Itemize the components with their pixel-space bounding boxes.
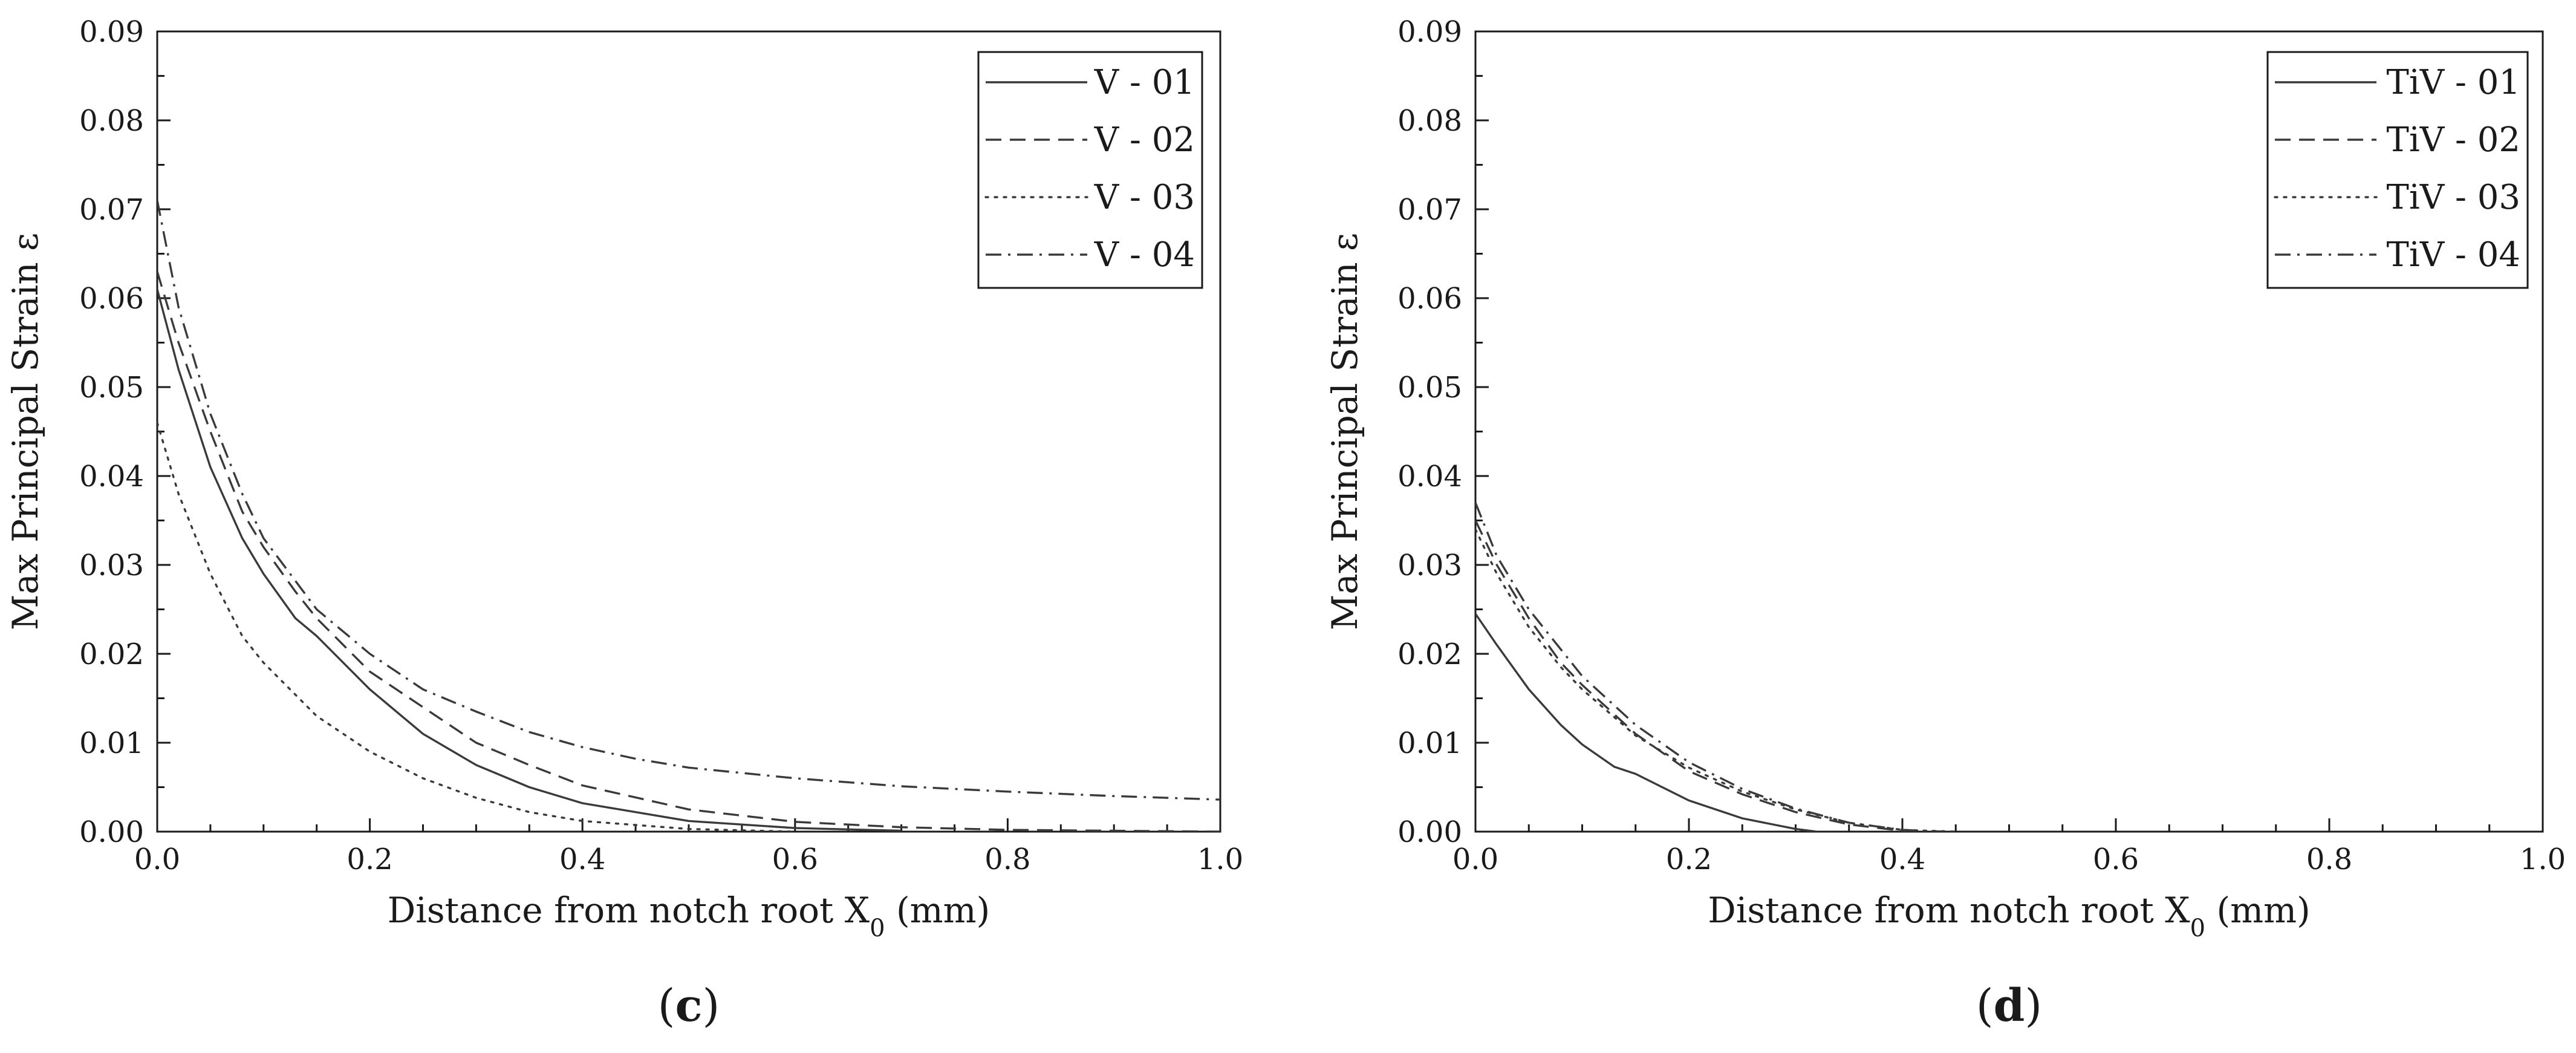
chart-panel-c: 0.0 0.2 0.4 0.6 0.8 1.0 0.00 0.01 0.02 0.03 0.04 0.…	[5, 15, 1243, 1032]
panel-label: (c)	[658, 980, 720, 1032]
y-tick-label: 0.07	[79, 193, 144, 227]
series-line-v-01	[157, 289, 902, 832]
x-axis-title-subscript: 0	[870, 914, 885, 942]
panel-label-letter: d	[1994, 980, 2025, 1032]
series-line-tiv-04	[1475, 502, 1945, 832]
legend: TiV - 01 TiV - 02 TiV - 03 TiV - 04	[2266, 51, 2529, 289]
x-tick-label: 0.8	[2306, 843, 2352, 876]
legend-label: TiV - 04	[2387, 235, 2520, 275]
x-tick-label: 0.6	[772, 843, 818, 876]
x-tick-label: 0.6	[2093, 843, 2139, 876]
legend-label: V - 01	[1094, 63, 1195, 102]
y-tick-label: 0.08	[79, 104, 144, 138]
x-axis-title: Distance from notch root X0 (mm)	[388, 890, 990, 942]
x-axis-title-unit: (mm)	[2205, 890, 2311, 931]
legend-box	[977, 51, 1203, 289]
series-line-tiv-01	[1475, 613, 1818, 832]
x-tick-label: 0.4	[1879, 843, 1925, 876]
x-tick-label: 0.0	[134, 843, 180, 876]
panel-label-close: )	[703, 980, 720, 1032]
y-tick-label: 0.01	[1397, 726, 1462, 760]
x-tick-label: 0.2	[1666, 843, 1712, 876]
legend: V - 01 V - 02 V - 03 V - 04	[977, 51, 1203, 289]
y-tick-label: 0.08	[1397, 104, 1462, 138]
x-axis-title-unit: (mm)	[885, 890, 990, 931]
y-tick-label: 0.04	[1397, 460, 1462, 494]
y-tick-label: 0.07	[1397, 193, 1462, 227]
legend-label: TiV - 01	[2387, 63, 2520, 102]
panel-label: (d)	[1976, 980, 2043, 1032]
panel-label-open: (	[658, 980, 675, 1032]
x-tick-label: 0.0	[1452, 843, 1498, 876]
x-tick-label: 0.8	[984, 843, 1030, 876]
series-line-tiv-03	[1475, 528, 1957, 832]
x-axis-title-subscript: 0	[2190, 914, 2205, 942]
y-tick-label: 0.09	[1397, 15, 1462, 49]
legend-box	[2266, 51, 2529, 289]
y-axis-title: Max Principal Strain ε	[1324, 233, 1365, 630]
x-tick-label: 0.2	[346, 843, 392, 876]
y-tick-label: 0.05	[1397, 371, 1462, 405]
x-tick-label: 1.0	[1197, 843, 1243, 876]
y-tick-label: 0.06	[79, 282, 144, 316]
y-tick-label: 0.05	[79, 371, 144, 405]
y-tick-label: 0.06	[1397, 282, 1462, 316]
y-tick-label: 0.00	[1397, 815, 1462, 849]
y-tick-label: 0.03	[1397, 549, 1462, 582]
legend-label: V - 03	[1094, 178, 1195, 217]
panel-label-close: )	[2025, 980, 2042, 1032]
y-tick-label: 0.04	[79, 460, 144, 494]
y-tick-label: 0.02	[79, 637, 144, 671]
panel-label-open: (	[1976, 980, 1994, 1032]
y-tick-label: 0.03	[79, 549, 144, 582]
series-line-v-03	[157, 422, 796, 832]
x-tick-label: 1.0	[2520, 843, 2566, 876]
y-tick-label: 0.09	[79, 15, 144, 49]
chart-panel-d: 0.0 0.2 0.4 0.6 0.8 1.0 0.00 0.01 0.02 0.03 0.04 0.…	[1324, 15, 2566, 1032]
legend-label: V - 04	[1094, 235, 1195, 275]
panel-label-letter: c	[675, 980, 702, 1032]
y-tick-label: 0.02	[1397, 637, 1462, 671]
legend-label: TiV - 03	[2387, 178, 2520, 217]
y-axis-title: Max Principal Strain ε	[5, 233, 46, 630]
legend-label: TiV - 02	[2387, 120, 2520, 160]
y-tick-label: 0.01	[79, 726, 144, 760]
series-line-v-04	[157, 200, 1220, 801]
x-tick-label: 0.4	[559, 843, 605, 876]
x-axis-title: Distance from notch root X0 (mm)	[1708, 890, 2310, 942]
y-tick-label: 0.00	[79, 815, 144, 849]
series-line-v-02	[157, 271, 1220, 832]
legend-label: V - 02	[1094, 120, 1195, 160]
series-line-tiv-02	[1475, 520, 1924, 832]
